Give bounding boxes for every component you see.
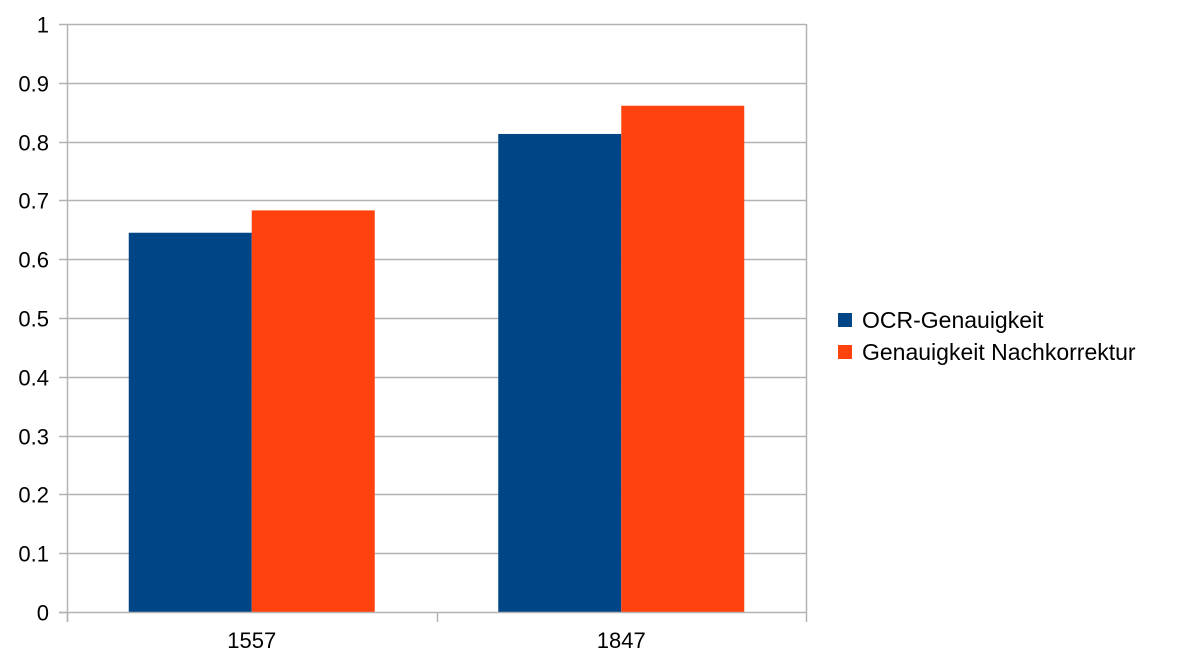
y-tick-label-3: 0.3 xyxy=(18,425,49,450)
legend: OCR-Genauigkeit Genauigkeit Nachkorrektu… xyxy=(838,304,1136,368)
bar-1557-series-1 xyxy=(251,210,375,612)
y-tick-label-0: 0 xyxy=(37,601,49,626)
bars xyxy=(128,105,745,613)
legend-swatch-nachkorrektur xyxy=(838,345,852,359)
x-axis-tick-labels: 1557 1847 xyxy=(227,628,645,653)
bar-1847-series-1 xyxy=(621,105,745,613)
axes xyxy=(59,23,808,622)
y-tick-label-10: 1 xyxy=(37,13,49,38)
legend-item-nachkorrektur: Genauigkeit Nachkorrektur xyxy=(838,336,1136,368)
legend-label-ocr: OCR-Genauigkeit xyxy=(862,306,1044,333)
y-tick-label-7: 0.7 xyxy=(18,189,49,214)
y-tick-label-8: 0.8 xyxy=(18,131,49,156)
x-tick-label-1: 1847 xyxy=(597,628,646,653)
bar-1847-series-0 xyxy=(498,133,622,612)
y-tick-label-1: 0.1 xyxy=(18,542,49,567)
x-tick-label-0: 1557 xyxy=(227,628,276,653)
y-axis-tick-labels: 0 0.1 0.2 0.3 0.4 0.5 0.6 0.7 0.8 0.9 1 xyxy=(18,13,49,626)
y-tick-label-4: 0.4 xyxy=(18,366,49,391)
y-tick-label-6: 0.6 xyxy=(18,248,49,273)
y-tick-label-9: 0.9 xyxy=(18,72,49,97)
y-tick-label-5: 0.5 xyxy=(18,307,49,332)
legend-swatch-ocr xyxy=(838,313,852,327)
legend-item-ocr: OCR-Genauigkeit xyxy=(838,304,1136,336)
bar-chart: 0 0.1 0.2 0.3 0.4 0.5 0.6 0.7 0.8 0.9 1 1557 1847 xyxy=(18,13,808,653)
legend-label-nachkorrektur: Genauigkeit Nachkorrektur xyxy=(862,338,1136,365)
y-tick-label-2: 0.2 xyxy=(18,483,49,508)
bar-1557-series-0 xyxy=(128,232,252,613)
